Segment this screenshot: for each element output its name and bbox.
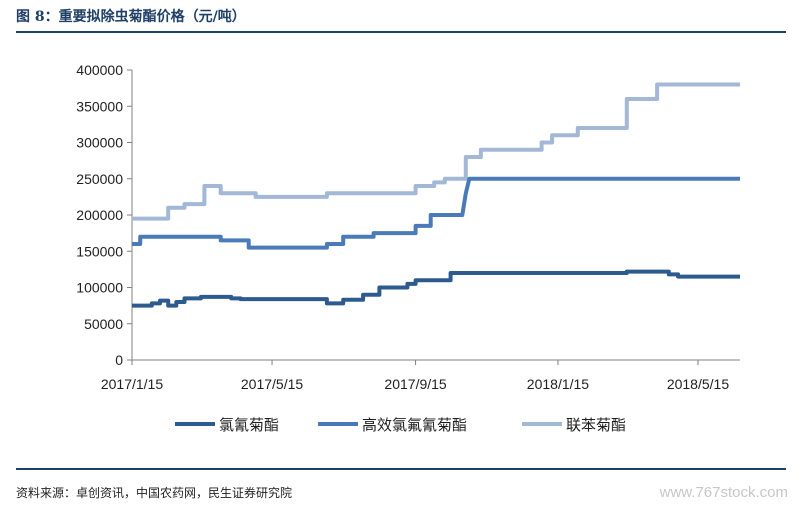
series-line-3: [132, 82, 740, 221]
y-tick-label: 100000: [76, 280, 123, 296]
x-tick-label: 2017/5/15: [241, 376, 303, 392]
figure-source: 资料来源：卓创资讯，中国农药网，民生证券研究院: [16, 486, 293, 500]
legend-label-2: 高效氯氟氰菊酯: [362, 416, 467, 434]
y-tick-label: 250000: [76, 171, 123, 187]
title-divider: [16, 31, 786, 33]
figure-title: 图 8：重要拟除虫菊酯价格（元/吨）: [16, 9, 246, 25]
x-tick-label: 2017/9/15: [384, 376, 446, 392]
watermark: www.767stock.com: [659, 484, 788, 501]
x-tick-label: 2017/1/15: [101, 376, 163, 392]
y-tick-label: 200000: [76, 207, 123, 223]
x-tick-label: 2018/5/15: [667, 376, 729, 392]
price-line-chart: 0 50000 100000 150000 200000 250000 300000 3500…: [76, 62, 740, 434]
footer-divider: [16, 468, 786, 470]
series-line-2: [132, 176, 740, 250]
y-tick-label: 50000: [84, 316, 123, 332]
y-tick-label: 400000: [76, 62, 123, 78]
y-tick-label: 0: [115, 352, 123, 368]
y-tick-label: 350000: [76, 98, 123, 114]
legend-label-1: 氯氰菊酯: [219, 416, 279, 434]
legend-label-3: 联苯菊酯: [566, 416, 626, 434]
series-line-1: [132, 269, 740, 308]
y-tick-label: 300000: [76, 135, 123, 151]
y-tick-label: 150000: [76, 243, 123, 259]
x-tick-label: 2018/1/15: [527, 376, 589, 392]
